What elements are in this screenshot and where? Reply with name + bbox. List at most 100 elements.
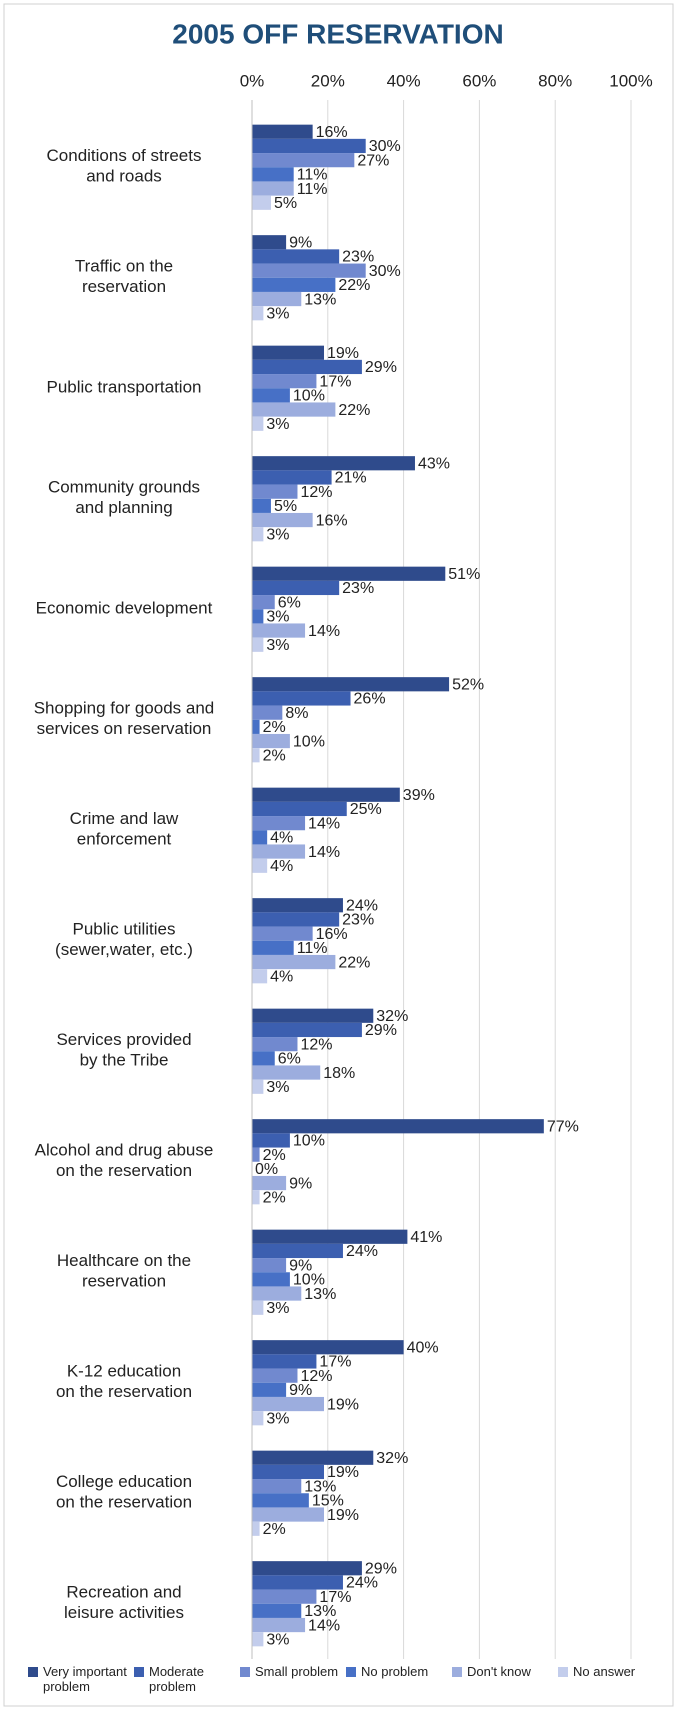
value-label: 3% xyxy=(266,1300,289,1317)
bar xyxy=(252,1133,290,1148)
bar xyxy=(252,1521,260,1536)
bar xyxy=(252,637,264,652)
legend-label: Moderate problem xyxy=(149,1664,204,1694)
legend-item: No problem xyxy=(346,1664,452,1694)
bar xyxy=(252,1022,362,1038)
y-tick-label: Public transportation xyxy=(47,378,202,397)
value-label: 30% xyxy=(369,263,401,280)
value-label: 23% xyxy=(342,912,374,929)
value-label: 21% xyxy=(335,470,367,487)
value-label: 30% xyxy=(369,138,401,155)
value-label: 10% xyxy=(293,1133,325,1150)
value-label: 52% xyxy=(452,676,484,693)
bar xyxy=(252,858,268,873)
chart-border xyxy=(3,3,674,1707)
value-label: 39% xyxy=(403,787,435,804)
bar xyxy=(252,1589,317,1604)
bar xyxy=(252,359,362,375)
value-label: 5% xyxy=(274,498,297,515)
legend-swatch xyxy=(346,1667,356,1677)
x-tick-label: 20% xyxy=(311,71,345,90)
x-tick-label: 40% xyxy=(387,71,421,90)
value-label: 10% xyxy=(293,1272,325,1289)
y-tick-label: Healthcare on the reservation xyxy=(57,1252,191,1291)
bar xyxy=(252,691,351,706)
y-tick-label: Community grounds and planning xyxy=(48,478,200,517)
legend-swatch xyxy=(28,1667,38,1677)
bar xyxy=(252,484,298,499)
bar xyxy=(252,498,271,513)
value-label: 11% xyxy=(297,940,328,957)
value-label: 2% xyxy=(263,747,286,764)
bar xyxy=(252,1243,343,1259)
value-label: 41% xyxy=(410,1229,442,1246)
bar xyxy=(252,566,446,581)
bar xyxy=(252,677,450,692)
value-label: 24% xyxy=(346,897,378,914)
value-label: 13% xyxy=(304,1603,336,1620)
bar xyxy=(252,456,415,471)
bar xyxy=(252,235,287,250)
bar xyxy=(252,138,366,154)
bar xyxy=(252,1354,317,1369)
bar xyxy=(252,124,313,139)
value-label: 16% xyxy=(316,926,348,943)
bar xyxy=(252,345,325,360)
value-label: 13% xyxy=(304,291,336,308)
value-label: 13% xyxy=(304,1478,336,1495)
bar xyxy=(252,291,302,307)
value-label: 15% xyxy=(312,1493,344,1510)
value-label: 40% xyxy=(407,1339,439,1356)
bar xyxy=(252,153,355,168)
bar xyxy=(252,912,340,927)
value-label: 3% xyxy=(266,637,289,654)
value-label: 16% xyxy=(316,512,348,529)
value-label: 2% xyxy=(263,1189,286,1206)
value-label: 5% xyxy=(274,195,297,212)
value-label: 22% xyxy=(338,954,370,971)
bar xyxy=(252,1258,287,1273)
value-label: 9% xyxy=(289,1257,312,1274)
value-label: 24% xyxy=(346,1575,378,1592)
value-label: 9% xyxy=(289,1382,312,1399)
legend-label: Small problem xyxy=(255,1664,339,1679)
value-label: 25% xyxy=(350,801,382,818)
bar xyxy=(252,733,290,749)
y-tick-label: Alcohol and drug abuse on the reservation xyxy=(35,1141,214,1180)
bar xyxy=(252,1286,302,1301)
x-tick-label: 80% xyxy=(538,71,572,90)
x-tick-label: 100% xyxy=(609,71,652,90)
bar xyxy=(252,195,271,210)
y-tick-label: Conditions of streets and roads xyxy=(47,147,202,186)
bar xyxy=(252,940,294,955)
bar xyxy=(252,306,264,321)
value-label: 19% xyxy=(327,345,359,362)
bar xyxy=(252,1175,287,1191)
bar xyxy=(252,1229,408,1244)
legend: Very important problem Moderate problem Sm… xyxy=(28,1664,668,1694)
y-tick-label: Services provided by the Tribe xyxy=(56,1031,191,1070)
value-label: 3% xyxy=(266,1631,289,1648)
value-label: 26% xyxy=(354,691,386,708)
value-label: 3% xyxy=(266,1410,289,1427)
bar xyxy=(252,816,306,831)
bar xyxy=(252,969,268,984)
bar xyxy=(252,801,347,817)
value-label: 12% xyxy=(300,1368,332,1385)
value-label: 6% xyxy=(278,1051,301,1068)
bar xyxy=(252,1190,260,1205)
value-label: 2% xyxy=(263,719,286,736)
legend-swatch xyxy=(558,1667,568,1677)
bar xyxy=(252,1493,309,1508)
bar xyxy=(252,926,313,941)
value-label: 14% xyxy=(308,1617,340,1634)
value-label: 19% xyxy=(327,1507,359,1524)
bar xyxy=(252,527,264,542)
value-label: 3% xyxy=(266,416,289,433)
bar xyxy=(252,416,264,431)
x-tick-label: 0% xyxy=(240,71,265,90)
bar xyxy=(252,181,294,196)
value-label: 77% xyxy=(547,1118,579,1135)
